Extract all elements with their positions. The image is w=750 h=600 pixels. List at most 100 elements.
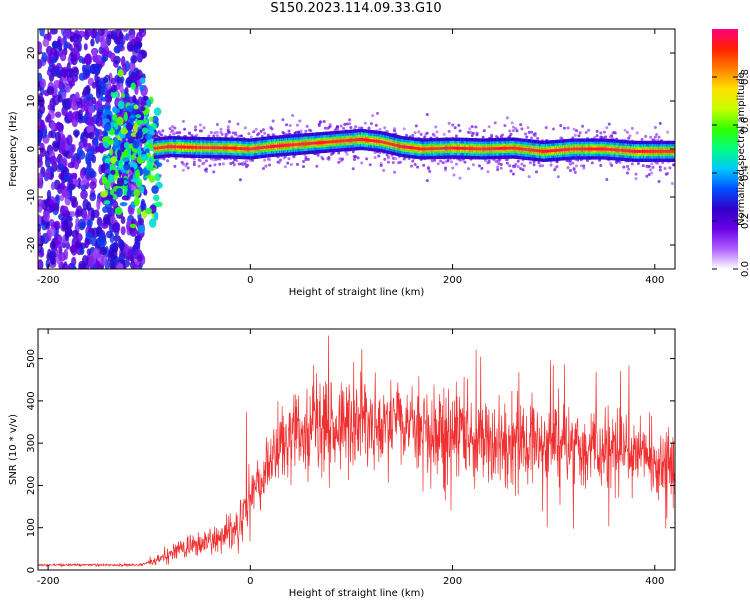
- noise-cell: [64, 190, 70, 200]
- noise-cell: [64, 264, 72, 269]
- ridge-cell: [361, 138, 364, 141]
- ridge-cell: [456, 146, 458, 150]
- halo-cell: [568, 169, 572, 173]
- ridge-cell: [566, 148, 569, 151]
- halo-cell: [578, 131, 582, 135]
- ridge-cell: [420, 147, 423, 151]
- ridge-cell: [414, 146, 417, 150]
- ridge-cell: [221, 146, 224, 150]
- halo-cell: [351, 150, 355, 154]
- ridge-cell: [514, 146, 517, 150]
- halo-cell: [625, 165, 629, 169]
- halo-cell: [413, 131, 417, 135]
- ridge-cell: [194, 145, 196, 149]
- noise-cell: [97, 29, 105, 36]
- halo-cell: [411, 133, 415, 137]
- ridge-cell: [294, 143, 297, 147]
- ridge-cell: [173, 145, 176, 149]
- noise-cell: [50, 47, 56, 56]
- halo-cell: [496, 168, 500, 172]
- halo-cell: [304, 156, 308, 160]
- ridge-cell: [481, 147, 484, 151]
- ridge-cell: [435, 147, 438, 150]
- ridge-cell: [351, 138, 354, 142]
- halo-cell: [168, 127, 172, 131]
- noise-cell: [46, 113, 52, 123]
- halo-cell: [475, 133, 479, 137]
- ridge-cell: [277, 144, 279, 148]
- noise-cell: [60, 205, 69, 213]
- ridge-cell: [314, 141, 317, 145]
- ridge-cell: [539, 149, 542, 153]
- halo-cell: [595, 134, 599, 138]
- ridge-cell: [526, 148, 529, 152]
- halo-cell: [503, 124, 507, 128]
- halo-cell: [417, 130, 421, 134]
- ridge-cell: [524, 147, 527, 151]
- ridge-cell: [234, 146, 237, 150]
- ridge-cell: [405, 145, 408, 149]
- halo-cell: [221, 162, 225, 166]
- ridge-cell: [572, 147, 575, 151]
- transition-cell: [155, 201, 163, 208]
- halo-cell: [559, 123, 563, 127]
- noise-cell: [83, 43, 88, 51]
- halo-cell: [487, 125, 491, 129]
- ridge-cell: [560, 148, 562, 152]
- halo-cell: [515, 129, 519, 133]
- halo-cell: [282, 132, 286, 136]
- ridge-cell: [315, 141, 318, 145]
- halo-cell: [204, 167, 208, 171]
- ridge-cell: [254, 146, 257, 150]
- halo-cell: [572, 168, 576, 172]
- halo-cell: [237, 162, 241, 166]
- noise-cell: [84, 53, 93, 66]
- halo-cell: [618, 160, 622, 164]
- ridge-cell: [291, 143, 293, 147]
- halo-cell: [604, 135, 608, 139]
- noise-cell: [74, 209, 80, 219]
- ridge-cell: [348, 138, 351, 142]
- noise-cell: [102, 54, 109, 62]
- noise-cell: [59, 52, 67, 62]
- transition-cell: [135, 169, 140, 179]
- halo-cell: [302, 160, 306, 164]
- ridge-cell: [452, 146, 455, 150]
- transition-cell: [109, 189, 115, 196]
- halo-cell: [486, 170, 490, 174]
- ridge-cell: [368, 138, 370, 142]
- ridge-cell: [386, 141, 389, 145]
- halo-cell: [657, 135, 661, 139]
- ridge-cell: [366, 138, 368, 142]
- noise-cell: [112, 200, 119, 210]
- transition-cell: [139, 84, 145, 91]
- noise-cell: [66, 62, 71, 72]
- halo-cell: [383, 126, 387, 130]
- transition-cell: [129, 223, 137, 229]
- halo-cell: [451, 123, 455, 127]
- halo-cell: [295, 123, 299, 127]
- halo-cell: [511, 129, 515, 133]
- ridge-cell: [503, 146, 506, 150]
- halo-cell: [628, 134, 632, 138]
- ridge-cell: [223, 146, 226, 150]
- halo-cell: [511, 125, 515, 129]
- noise-cell: [50, 182, 56, 191]
- halo-cell: [356, 156, 360, 160]
- ridge-cell: [153, 146, 156, 150]
- ridge-cell: [472, 147, 474, 151]
- halo-cell: [220, 132, 224, 136]
- ridge-cell: [292, 143, 294, 147]
- noise-cell: [88, 105, 95, 114]
- ridge-cell: [391, 142, 394, 146]
- noise-cell: [59, 138, 66, 151]
- ridge-cell: [238, 147, 241, 150]
- halo-cell: [328, 123, 332, 127]
- transition-cell: [142, 95, 149, 101]
- halo-cell: [453, 126, 457, 130]
- noise-cell: [135, 31, 143, 43]
- ridge-cell: [428, 147, 431, 151]
- noise-cell: [59, 194, 65, 202]
- halo-cell: [519, 123, 523, 127]
- noise-cell: [49, 29, 58, 35]
